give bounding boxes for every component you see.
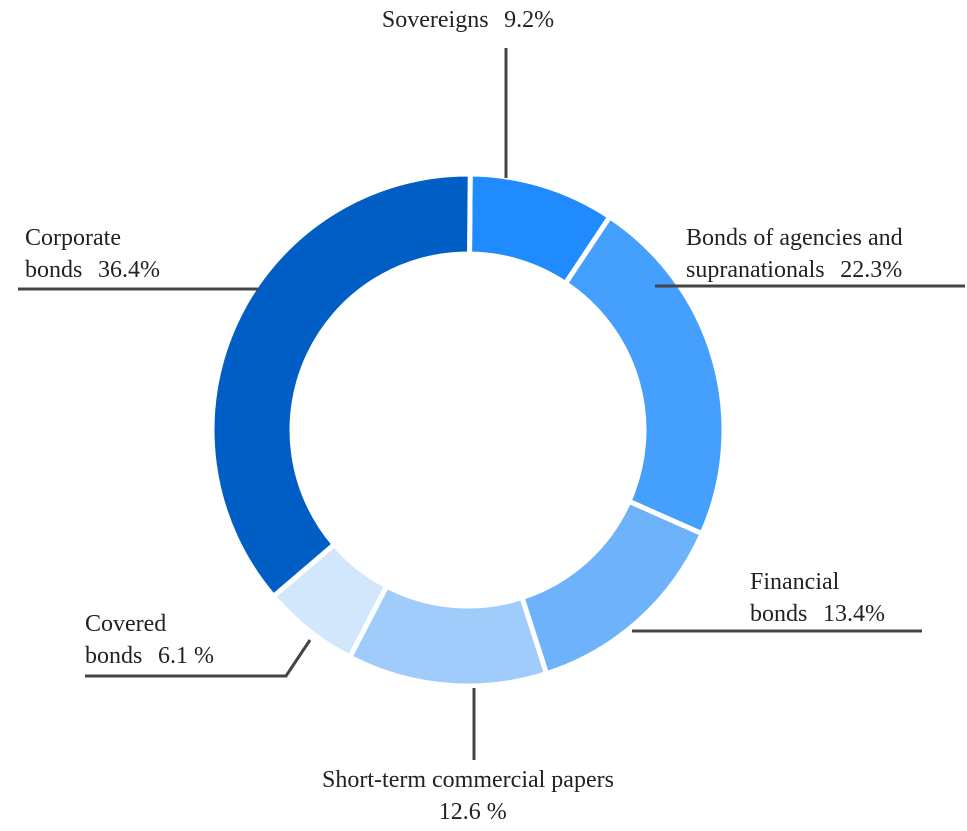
value-label: 13.4% bbox=[822, 601, 885, 627]
segment-label: Financial bonds 13.4% bbox=[750, 566, 890, 630]
value-label: 22.3% bbox=[840, 257, 903, 283]
category-label: Financial bonds bbox=[750, 569, 840, 627]
category-label: Bonds of agencies and supranationals bbox=[686, 225, 903, 283]
category-label: Covered bonds bbox=[85, 611, 167, 669]
category-label: Corporate bonds bbox=[25, 225, 121, 283]
segment-label: Bonds of agencies and supranationals 22.… bbox=[686, 222, 967, 286]
value-label: 9.2% bbox=[504, 7, 555, 33]
value-label: 6.1 % bbox=[157, 643, 214, 669]
segment-label: Corporate bonds 36.4% bbox=[25, 222, 165, 286]
value-label: 36.4% bbox=[97, 257, 160, 283]
donut-segment bbox=[209, 171, 473, 600]
segment-label: Short-term commercial papers 12.6 % bbox=[318, 764, 618, 828]
donut-segment bbox=[518, 498, 706, 677]
category-label: Sovereigns bbox=[381, 7, 489, 33]
segment-label: Sovereigns 9.2% bbox=[268, 4, 668, 36]
leader-line bbox=[85, 639, 312, 678]
segment-label: Covered bonds 6.1 % bbox=[85, 608, 225, 672]
category-label: Short-term commercial papers bbox=[322, 767, 614, 793]
value-label: 12.6 % bbox=[438, 799, 507, 825]
